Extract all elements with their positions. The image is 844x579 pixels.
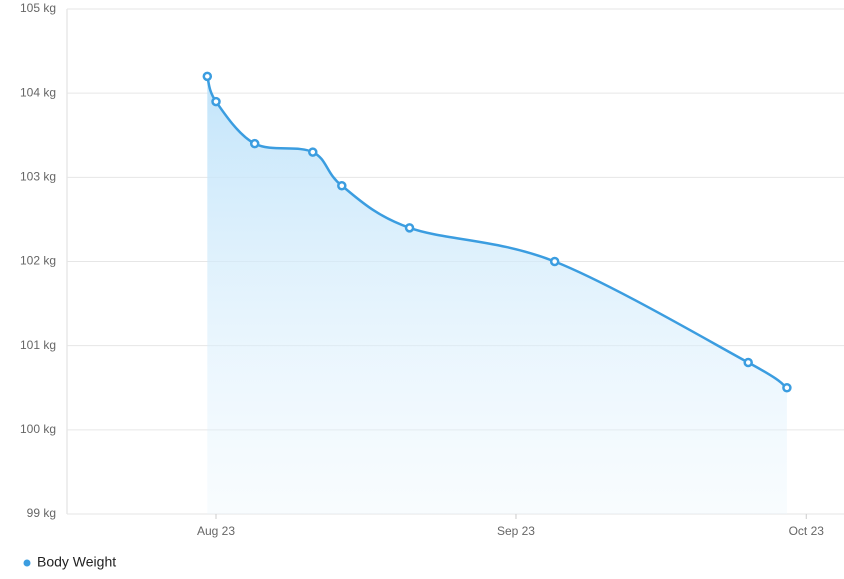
y-tick-label: 105 kg xyxy=(20,1,56,15)
point xyxy=(404,223,415,233)
y-tick-label: 101 kg xyxy=(20,338,56,352)
point xyxy=(202,71,213,82)
y-tick-label: 100 kg xyxy=(20,422,56,436)
point xyxy=(337,181,347,191)
point xyxy=(743,357,753,368)
point xyxy=(549,256,560,267)
y-tick-label: 104 kg xyxy=(20,85,56,99)
legend-marker xyxy=(23,559,31,567)
y-tick-label: 103 kg xyxy=(20,170,56,184)
x-tick-label: Oct 23 xyxy=(789,524,825,538)
y-tick-label: 102 kg xyxy=(20,254,56,268)
x-tick-label: Aug 23 xyxy=(197,524,235,538)
y-tick-label: 99 kg xyxy=(27,506,56,520)
point xyxy=(249,138,260,149)
point xyxy=(211,96,221,107)
x-tick-label: Sep 23 xyxy=(497,524,535,538)
point xyxy=(308,147,318,157)
point xyxy=(782,383,792,393)
line xyxy=(206,75,788,389)
area-fill xyxy=(207,76,787,514)
legend-text: Body Weight xyxy=(37,554,116,570)
